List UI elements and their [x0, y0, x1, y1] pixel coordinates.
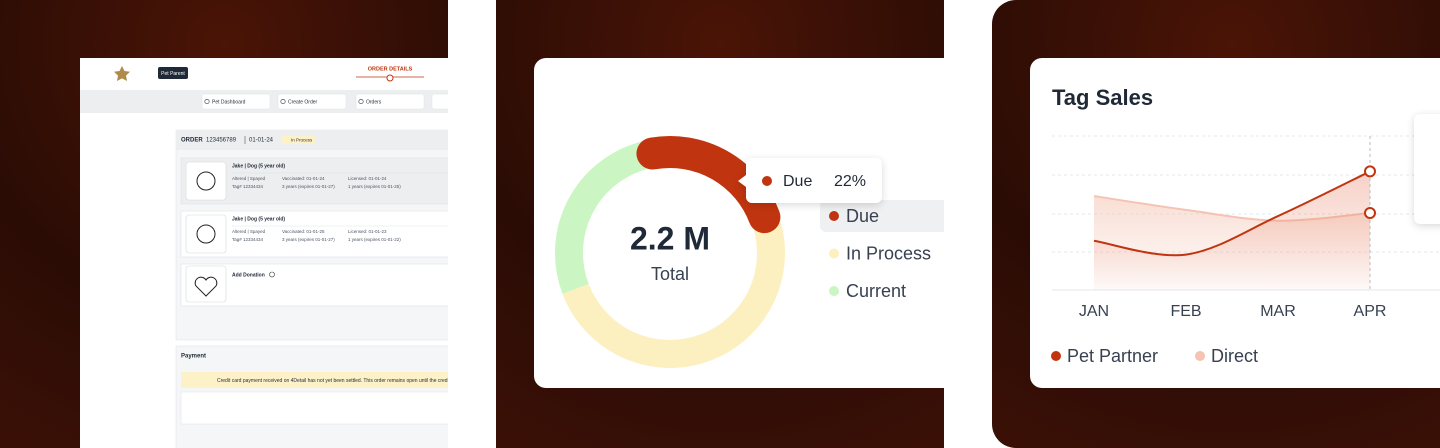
order-number: 123456789: [206, 138, 237, 144]
tab-icon: [204, 99, 210, 105]
pet-detail: Vaccinated: 01-01-25: [282, 229, 325, 234]
pet-name: Jake | Dog (5 year old): [232, 163, 285, 169]
tooltip: [1414, 114, 1440, 224]
donut-panel: 2.2 M Total Due In Process Current Due 22%: [534, 58, 944, 388]
x-tick-label: APR: [1354, 303, 1387, 320]
tooltip-value: 22%: [834, 173, 866, 190]
nav-tab[interactable]: [277, 93, 347, 110]
tab-label: Orders: [366, 99, 382, 105]
line: [1093, 170, 1371, 257]
logo: [114, 66, 130, 82]
legend-label[interactable]: Pet Partner: [1067, 346, 1158, 366]
pet-detail: Altered | Spayed: [232, 229, 266, 234]
tab-label: Create Order: [288, 99, 318, 105]
nav-tab[interactable]: [355, 93, 425, 110]
role-badge-text: Pet Parent: [161, 71, 185, 77]
tooltip-label: Due: [783, 173, 812, 190]
legend-swatch: [829, 286, 839, 296]
pet-detail: 1 years (expires 01-01-25): [348, 184, 401, 189]
pet-detail: 3 years (expires 01-01-27): [282, 184, 335, 189]
role-badge: [158, 67, 188, 79]
status-text: In Process: [291, 138, 313, 143]
pet-detail: Licensed: 01-01-24: [348, 176, 387, 181]
legend-swatch: [829, 248, 839, 259]
point-marker: [1364, 165, 1376, 178]
legend-label[interactable]: Direct: [1211, 346, 1258, 366]
order-screen: Pet Parent ORDER DETAILS Payment Credit …: [80, 58, 472, 448]
area: [1094, 171, 1370, 290]
pet-detail: Vaccinated: 01-01-24: [282, 176, 325, 181]
donation-icon-box: [185, 265, 227, 303]
pet-avatar: [185, 214, 227, 254]
tab-label: Pet Dashboard: [212, 99, 246, 105]
legend-swatch: [1195, 351, 1205, 361]
line-panel: Tag Sales JAN FEB MAR APR Pet Partner Direct: [1030, 58, 1440, 388]
donation-label: Add Donation: [232, 272, 265, 278]
pet-detail: Tag# 12334434: [232, 237, 264, 242]
donut-segment: [555, 139, 656, 294]
pet-detail: 1 years (expires 01-01-22): [348, 237, 401, 242]
pet-detail: 3 years (expires 01-01-27): [282, 237, 335, 242]
payment-title: Payment: [181, 354, 206, 360]
x-tick-label: MAR: [1260, 303, 1296, 320]
center-value: 2.2 M: [630, 220, 710, 256]
tab-icon: [280, 99, 286, 105]
legend-label[interactable]: In Process: [846, 243, 931, 263]
pet-avatar: [185, 161, 227, 201]
order-label: ORDER: [181, 138, 203, 144]
status-badge: [281, 136, 315, 144]
tooltip-swatch: [762, 176, 772, 186]
chart-title: Tag Sales: [1052, 85, 1153, 110]
legend-swatch: [1051, 351, 1061, 361]
pet-detail: Altered | Spayed: [232, 176, 266, 181]
legend-label[interactable]: Due: [846, 206, 879, 226]
legend-highlight: [820, 200, 944, 232]
payment-notice: Credit card payment received on 4Detail …: [217, 378, 451, 384]
point-marker: [1364, 207, 1376, 219]
tab-icon: [358, 99, 364, 105]
section-title: ORDER DETAILS: [368, 66, 413, 72]
pet-detail: Licensed: 01-01-23: [348, 229, 387, 234]
pet-name: Jake | Dog (5 year old): [232, 216, 285, 222]
x-tick-label: FEB: [1170, 303, 1201, 320]
legend-swatch: [829, 211, 839, 221]
legend-label[interactable]: Current: [846, 281, 906, 301]
nav-tab[interactable]: [431, 93, 472, 110]
info-icon: [269, 271, 275, 278]
donut-segment: [562, 212, 785, 368]
x-tick-label: JAN: [1079, 303, 1109, 320]
tooltip: [738, 158, 882, 203]
pet-detail: Tag# 12334434: [232, 184, 264, 189]
donation-icon: [194, 276, 218, 297]
pet-icon: [196, 224, 216, 244]
order-date: 01-01-24: [249, 138, 274, 144]
nav-tab[interactable]: [201, 93, 271, 110]
center-label: Total: [651, 264, 689, 284]
pet-icon: [196, 171, 216, 191]
